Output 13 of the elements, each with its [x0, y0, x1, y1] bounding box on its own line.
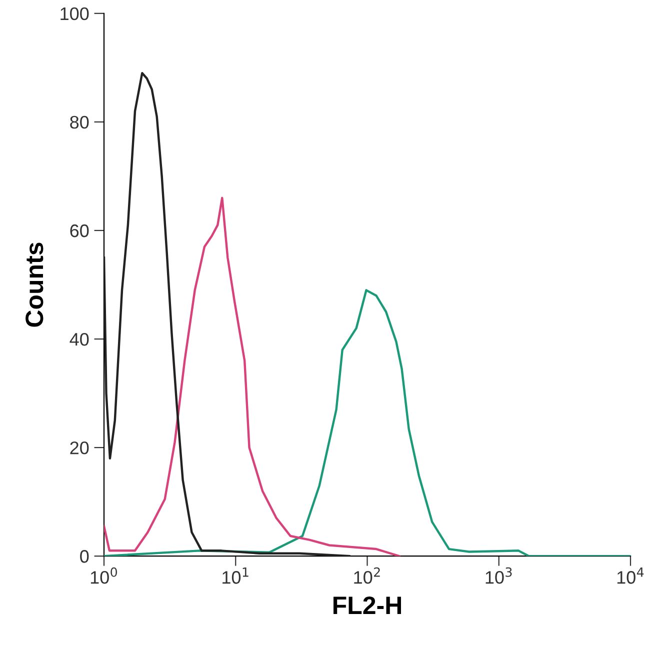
x-axis-title: FL2-H	[334, 596, 401, 614]
y-tick-label: 40	[70, 332, 89, 346]
x-tick-label: 10$^{2}$	[354, 567, 380, 584]
x-tick-label: 10$^{1}$	[222, 568, 248, 584]
y-tick-label: 60	[70, 224, 89, 238]
y-tick-label: 80	[70, 116, 89, 129]
y-tick-label: 100	[60, 7, 89, 20]
y-tick-label: 20	[70, 441, 89, 454]
y-tick-label: 0	[80, 550, 89, 563]
x-tick-label: 10$^{0}$	[90, 567, 118, 584]
x-tick-label: 10$^{3}$	[486, 567, 512, 584]
x-tick-label: 10$^{4}$	[617, 568, 644, 584]
y-axis-title: Counts	[26, 242, 44, 327]
